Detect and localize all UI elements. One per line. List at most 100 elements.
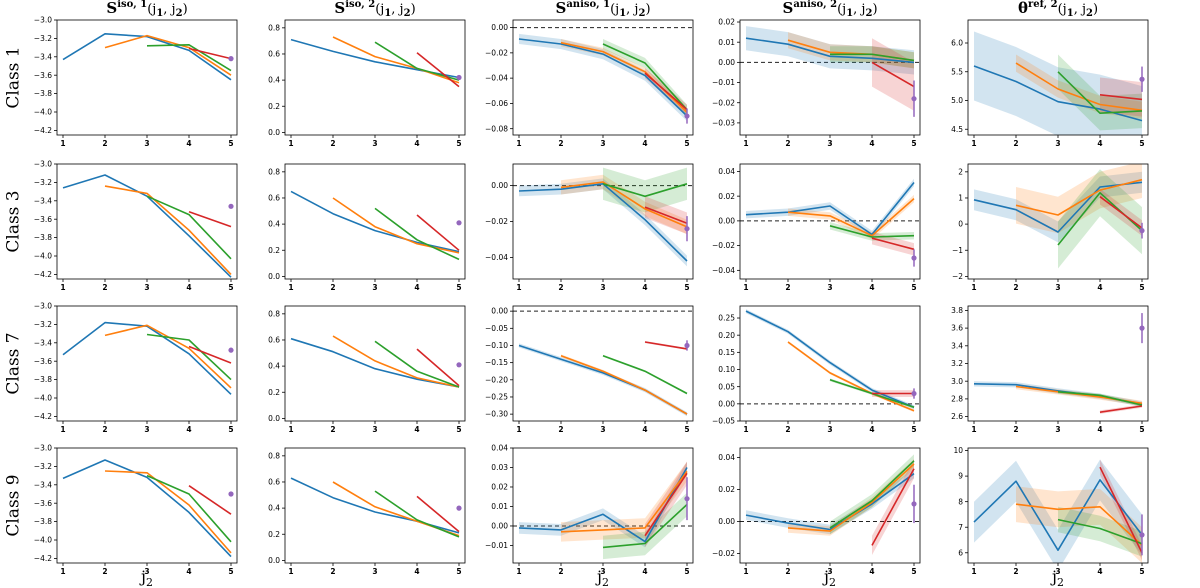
y-tick-label: 2 xyxy=(958,167,963,176)
plot-area xyxy=(513,310,693,417)
series-line-j13 xyxy=(1057,71,1143,114)
x-tick-label: 2 xyxy=(1013,139,1018,148)
x-tick-label: 5 xyxy=(228,425,233,434)
x-tick-label: 1 xyxy=(288,283,293,292)
y-tick-label: −0.04 xyxy=(485,74,508,83)
column-title-part: 1 xyxy=(1067,8,1074,19)
x-tick-label: 3 xyxy=(600,425,605,434)
plot-area xyxy=(740,309,920,413)
x-axis-label-main: j xyxy=(1050,567,1057,586)
reference-point xyxy=(228,491,234,497)
column-title-part: θ xyxy=(1018,0,1028,17)
x-tick-label: 3 xyxy=(1055,425,1060,434)
y-tick-label: −3.4 xyxy=(34,480,52,489)
reference-point xyxy=(911,390,917,397)
column-title-part: ) xyxy=(645,2,650,17)
column-title-part: S xyxy=(334,0,345,17)
column-title-part: 2 xyxy=(404,8,411,19)
x-tick-label: 5 xyxy=(228,283,233,292)
column-title-part: , j xyxy=(163,2,175,17)
series-line-j14 xyxy=(188,485,232,515)
series-line-j13 xyxy=(1057,518,1143,545)
plot-area xyxy=(62,174,234,278)
column-title-part: ) xyxy=(872,2,877,17)
panel-iso2-4: 0.0 0.2 0.4 0.6 0.8 1 2 3 4 5 xyxy=(268,447,466,576)
column-title-part: ref, 2 xyxy=(1028,0,1058,10)
series-line-j11 xyxy=(518,467,688,543)
x-tick-label: 4 xyxy=(869,567,874,576)
panel-frame xyxy=(284,447,466,564)
reference-point xyxy=(911,255,917,261)
y-tick-label: −0.15 xyxy=(485,358,508,367)
panel-aniso1-4: 0.04 0.03 0.02 0.01 0.00 −0.01 1 2 3 4 5 xyxy=(485,444,694,576)
x-tick-label: 3 xyxy=(144,425,149,434)
y-tick-label: 0.4 xyxy=(268,220,280,229)
x-tick-label: 1 xyxy=(288,567,293,576)
y-tick-label: 0.6 xyxy=(268,194,280,203)
band-j11 xyxy=(519,178,687,267)
y-tick-label: −0.30 xyxy=(485,410,508,419)
x-tick-label: 4 xyxy=(642,567,647,576)
series-line-j12 xyxy=(560,470,688,533)
y-tick-label: 3.4 xyxy=(951,341,963,350)
y-tick-label: −4.2 xyxy=(34,554,52,563)
y-tick-label: 0.02 xyxy=(718,192,735,201)
reference-point xyxy=(684,342,690,349)
y-tick-label: −2 xyxy=(952,272,963,281)
series-line-j13 xyxy=(829,225,915,238)
panel-iso2-3: 0.0 0.2 0.4 0.6 0.8 1 2 3 4 5 xyxy=(268,305,466,434)
x-axis-label: j2 xyxy=(139,567,153,588)
x-tick-label: 2 xyxy=(785,567,790,576)
series-line-j12 xyxy=(1015,62,1143,112)
series-line-j12 xyxy=(560,355,688,415)
plot-area xyxy=(740,178,920,267)
y-tick-label: 0.6 xyxy=(268,336,280,345)
series-line-j13 xyxy=(1057,391,1143,406)
series-line-j14 xyxy=(188,47,232,60)
x-tick-label: 3 xyxy=(144,139,149,148)
y-tick-label: 0.0 xyxy=(268,414,280,423)
y-tick-label: 5.5 xyxy=(951,67,963,76)
column-title-part: , j xyxy=(853,2,865,17)
column-title-part: (j xyxy=(375,2,384,17)
panel-aniso1-1: 0.00 −0.02 −0.04 −0.06 −0.08 1 2 3 4 5 xyxy=(485,19,694,148)
x-tick-label: 5 xyxy=(1139,567,1144,576)
x-axis-label-sub: 2 xyxy=(146,576,153,588)
y-tick-label: −3.4 xyxy=(34,338,52,347)
series-line-j13 xyxy=(374,490,460,538)
series-line-j13 xyxy=(829,460,915,529)
x-tick-label: 2 xyxy=(102,567,107,576)
series-line-j12 xyxy=(787,198,915,237)
column-title-part: , j xyxy=(626,2,638,17)
series-line-j14 xyxy=(871,468,915,546)
x-tick-label: 3 xyxy=(827,139,832,148)
y-tick-label: −3.4 xyxy=(34,52,52,61)
plot-area xyxy=(290,477,462,538)
panel-aniso2-1: 0.02 0.01 0.00 −0.01 −0.02 −0.03 1 2 3 4 5 xyxy=(712,18,921,148)
y-tick-label: 0.8 xyxy=(268,451,280,460)
y-tick-label: 0.00 xyxy=(491,23,508,32)
y-tick-label: −0.04 xyxy=(485,253,508,262)
series-line-j14 xyxy=(644,341,688,350)
x-tick-label: 1 xyxy=(971,283,976,292)
y-tick-label: 0.15 xyxy=(718,348,735,357)
panel-iso1-2: −3.0 −3.2 −3.4 −3.6 −3.8 −4.0 −4.2 1 2 3 4 5 xyxy=(34,160,238,292)
y-tick-label: −0.02 xyxy=(485,217,508,226)
reference-point xyxy=(1139,532,1145,538)
reference-point xyxy=(228,56,234,62)
band-j13 xyxy=(830,46,914,69)
series-line-j14 xyxy=(644,72,688,111)
plot-area xyxy=(973,31,1145,135)
x-tick-label: 4 xyxy=(186,139,191,148)
series-line-j12 xyxy=(104,34,232,76)
x-tick-label: 3 xyxy=(372,425,377,434)
series-line-j14 xyxy=(416,214,460,251)
plot-area xyxy=(290,36,462,88)
panel-frame xyxy=(739,163,921,280)
y-tick-label: −0.06 xyxy=(485,99,508,108)
series-line-j14 xyxy=(188,211,232,228)
y-tick-label: 0.2 xyxy=(268,530,280,539)
column-title-part: aniso, 1 xyxy=(566,0,610,10)
series-line-j11 xyxy=(290,190,460,253)
x-axis-label: j2 xyxy=(822,567,836,588)
